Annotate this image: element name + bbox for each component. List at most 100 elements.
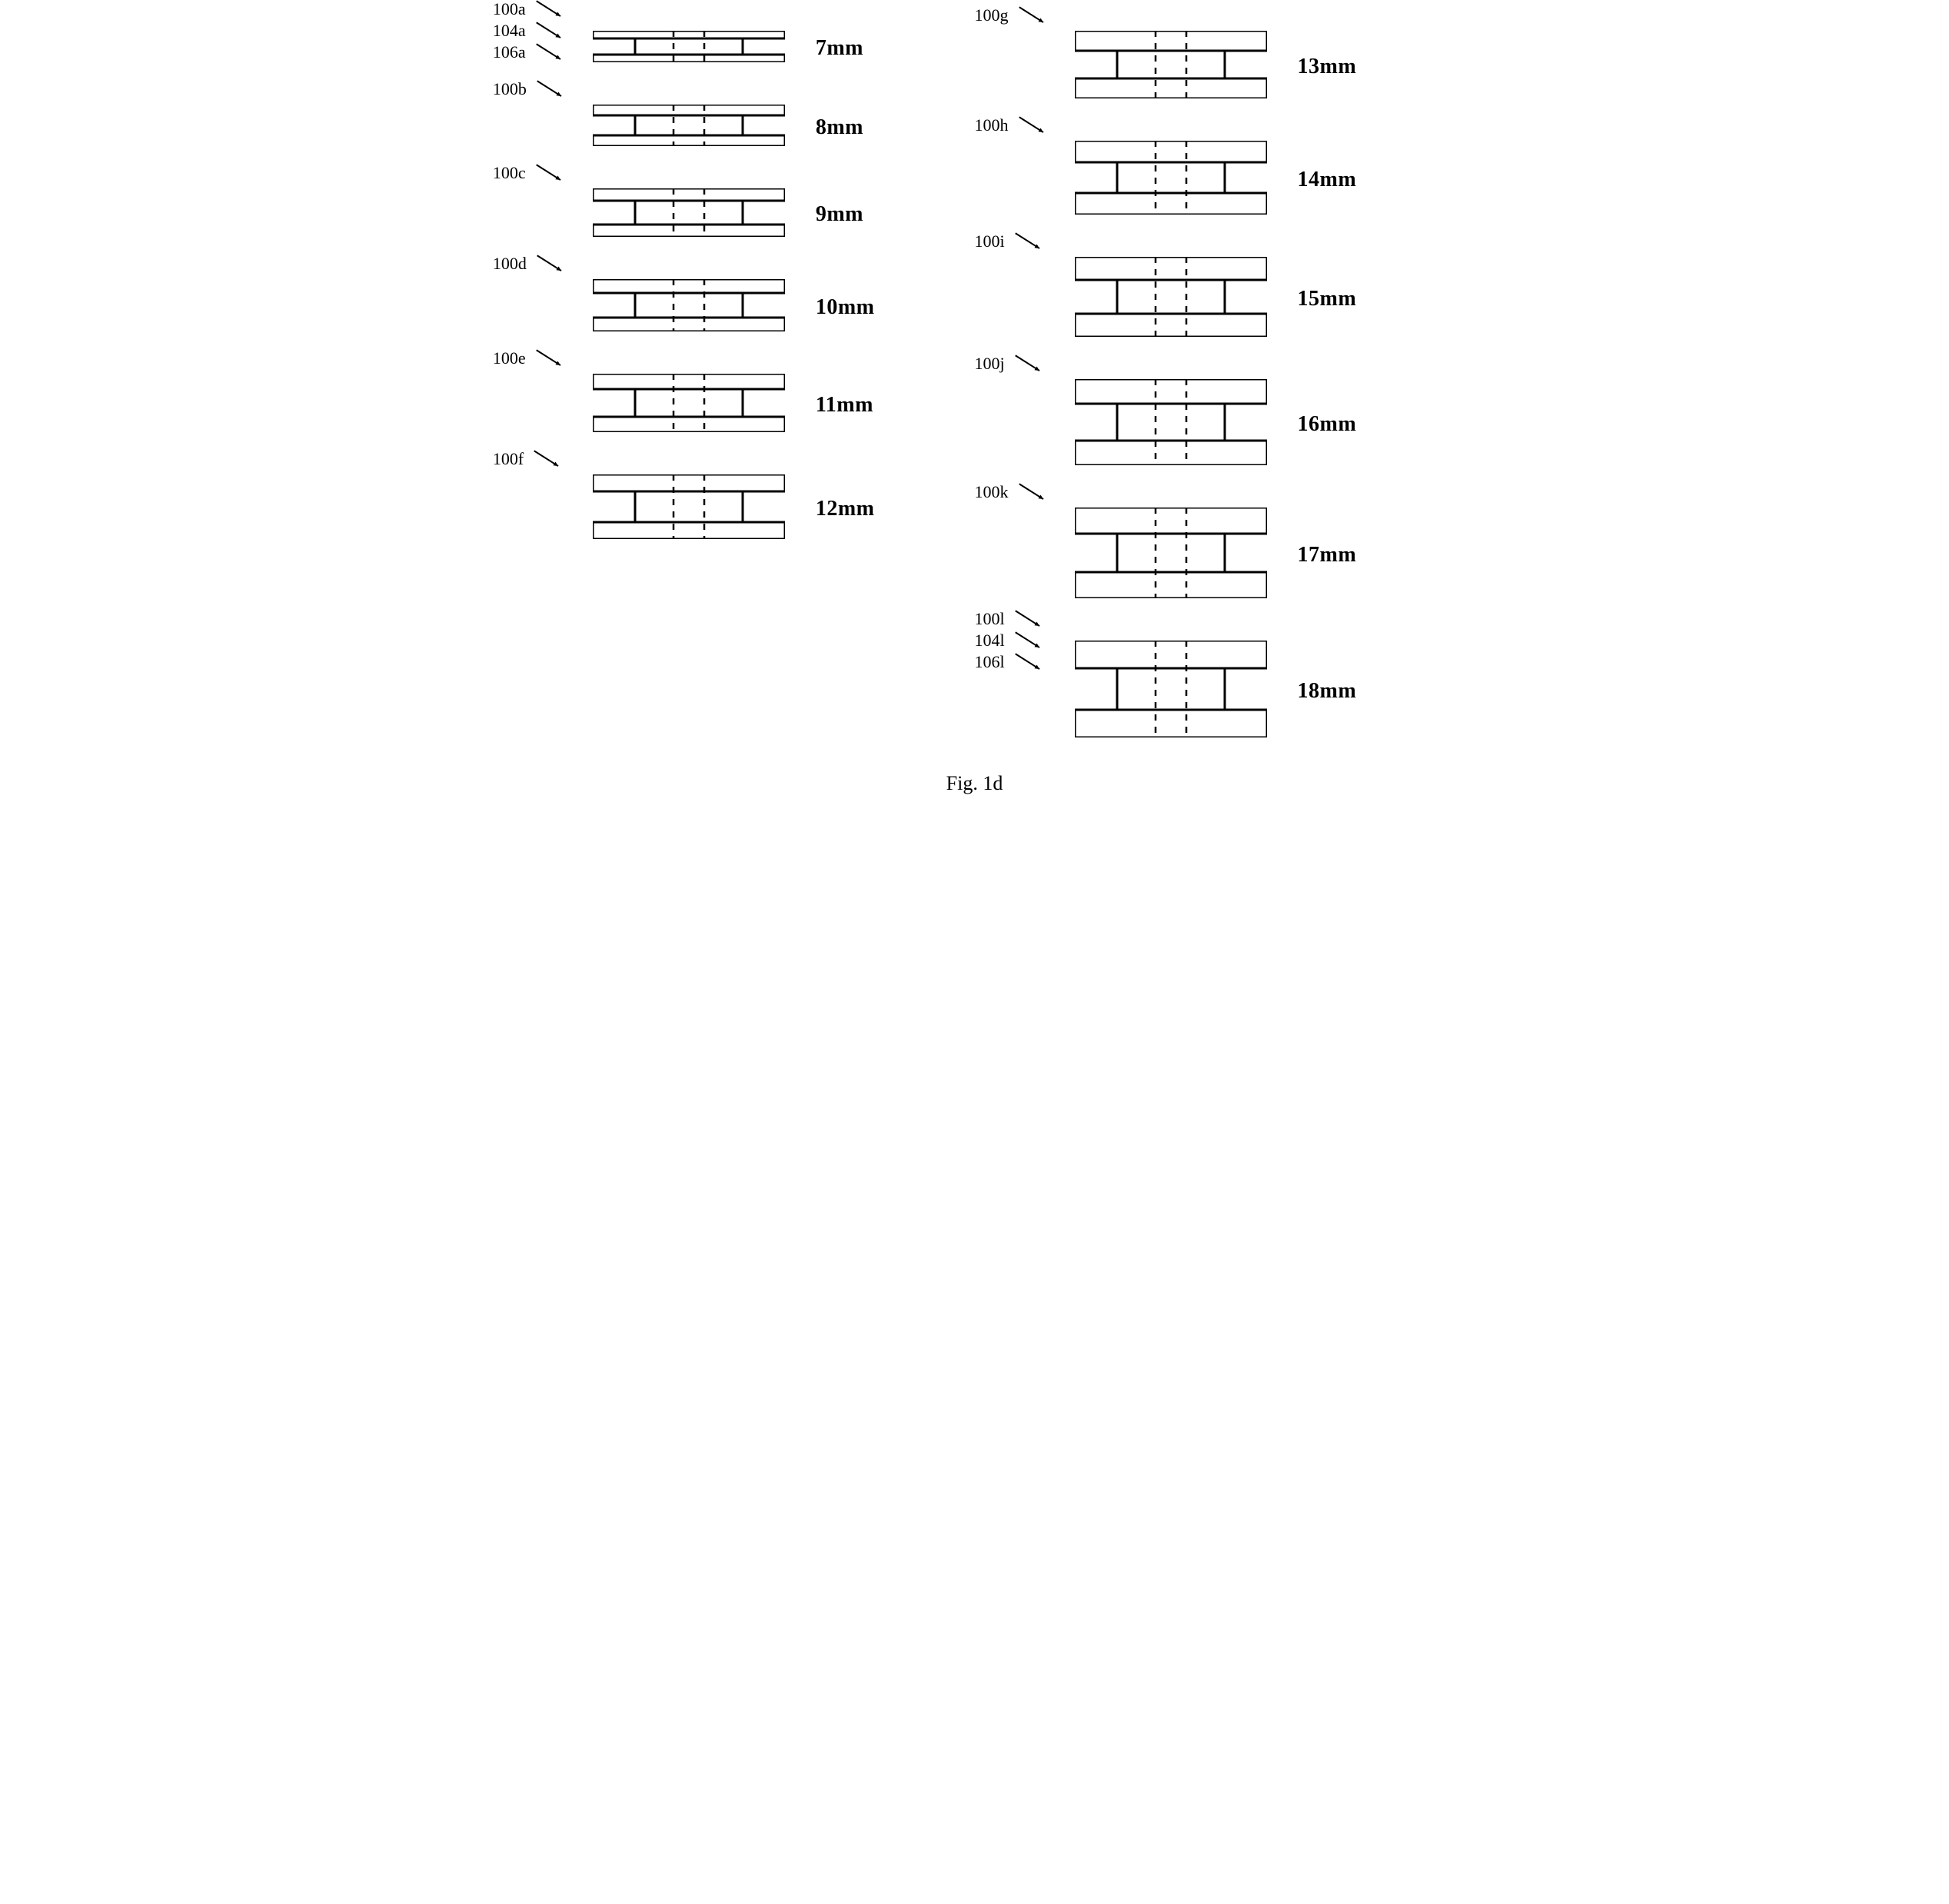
size-label: 14mm: [1298, 168, 1357, 192]
size-label: 11mm: [816, 393, 873, 418]
size-label: 17mm: [1298, 543, 1357, 568]
ref-label-group: 100g: [975, 5, 1052, 26]
ref-label-text: 104a: [493, 21, 526, 41]
ref-label: 100a: [493, 0, 569, 20]
implant-shape: [593, 188, 785, 241]
ref-label-text: 100c: [493, 163, 526, 183]
ref-label-group: 100h: [975, 115, 1052, 136]
ref-label-text: 100f: [493, 449, 524, 469]
size-label: 12mm: [816, 497, 875, 521]
figure-container: 100a104a106a7mm100b8mm100c9mm100d10mm100…: [31, 31, 1918, 795]
ref-label: 104a: [493, 20, 569, 42]
implant-item: 100i15mm: [1075, 257, 1357, 341]
arrow-icon: [1013, 115, 1052, 136]
ref-label-text: 100k: [975, 482, 1009, 502]
ref-label-text: 106a: [493, 42, 526, 62]
ref-label-text: 100b: [493, 79, 527, 99]
implant-item: 100j16mm: [1075, 379, 1357, 469]
implant-shape: [1075, 257, 1267, 341]
implant-item: 100d10mm: [593, 279, 875, 335]
size-label: 15mm: [1298, 287, 1357, 311]
arrow-icon: [1013, 5, 1052, 26]
size-label: 9mm: [816, 202, 863, 227]
arrow-icon: [530, 0, 569, 20]
size-label: 10mm: [816, 295, 875, 320]
ref-label-text: 100d: [493, 254, 527, 274]
ref-label-text: 100g: [975, 5, 1009, 25]
arrow-icon: [1009, 231, 1048, 252]
figure-caption: Fig. 1d: [946, 772, 1003, 795]
ref-label-text: 106l: [975, 652, 1005, 672]
ref-label: 106l: [975, 651, 1048, 673]
ref-label-text: 100l: [975, 609, 1005, 629]
ref-label: 100d: [493, 253, 570, 275]
arrow-icon: [531, 253, 570, 275]
arrow-icon: [530, 42, 569, 63]
ref-label-group: 100i: [975, 231, 1048, 252]
ref-label-text: 100j: [975, 354, 1005, 374]
ref-label-group: 100f: [493, 448, 567, 470]
ref-label-group: 100l104l106l: [975, 608, 1048, 673]
column-right: 100g13mm 100h14mm 100i15mm 100j16mm 100k17mm…: [1075, 31, 1357, 741]
implant-item: 100l104l106l18mm: [1075, 641, 1357, 741]
arrow-icon: [1009, 651, 1048, 673]
implant-item: 100c9mm: [593, 188, 875, 241]
arrow-icon: [528, 448, 567, 470]
ref-label-text: 100i: [975, 231, 1005, 251]
implant-shape: [1075, 508, 1267, 602]
implant-item: 100e11mm: [593, 374, 875, 436]
implant-shape: [1075, 31, 1267, 102]
ref-label-group: 100e: [493, 348, 569, 369]
arrow-icon: [531, 78, 570, 100]
ref-label-group: 100a 104a106a: [493, 0, 569, 63]
implant-shape: [1075, 141, 1267, 218]
ref-label: 100i: [975, 231, 1048, 252]
ref-label-group: 100d: [493, 253, 570, 275]
arrow-icon: [1013, 481, 1052, 503]
ref-label: 100c: [493, 162, 569, 184]
implant-shape: [1075, 379, 1267, 469]
implant-item: 100a104a106a7mm: [593, 31, 875, 66]
ref-label-group: 100c: [493, 162, 569, 184]
ref-label-text: 100a: [493, 0, 526, 19]
size-label: 18mm: [1298, 679, 1357, 704]
implant-item: 100b8mm: [593, 105, 875, 150]
column-left: 100a104a106a7mm 100b8mm 100c9mm 100d10mm 100…: [593, 31, 875, 741]
size-label: 7mm: [816, 36, 863, 61]
implant-shape: [593, 474, 785, 543]
ref-label: 104l: [975, 630, 1048, 651]
arrow-icon: [530, 348, 569, 369]
implant-item: 100h14mm: [1075, 141, 1357, 218]
ref-label: 106a: [493, 42, 569, 63]
arrow-icon: [530, 20, 569, 42]
ref-label-text: 104l: [975, 631, 1005, 651]
arrow-icon: [530, 162, 569, 184]
ref-label: 100k: [975, 481, 1052, 503]
implant-item: 100k17mm: [1075, 508, 1357, 602]
implant-item: 100f12mm: [593, 474, 875, 543]
ref-label: 100l: [975, 608, 1048, 630]
implant-shape: [593, 105, 785, 150]
columns-wrap: 100a104a106a7mm 100b8mm 100c9mm 100d10mm 100…: [593, 31, 1356, 741]
implant-shape: [1075, 641, 1267, 741]
ref-label-group: 100j: [975, 353, 1048, 374]
ref-label-text: 100h: [975, 115, 1009, 135]
size-label: 8mm: [816, 115, 863, 140]
arrow-icon: [1009, 608, 1048, 630]
implant-shape: [593, 374, 785, 436]
ref-label: 100h: [975, 115, 1052, 136]
size-label: 13mm: [1298, 55, 1357, 79]
implant-shape: [593, 279, 785, 335]
ref-label: 100f: [493, 448, 567, 470]
implant-shape: [593, 31, 785, 66]
ref-label-group: 100k: [975, 481, 1052, 503]
arrow-icon: [1009, 630, 1048, 651]
ref-label: 100g: [975, 5, 1052, 26]
ref-label: 100e: [493, 348, 569, 369]
ref-label-group: 100b: [493, 78, 570, 100]
implant-item: 100g13mm: [1075, 31, 1357, 102]
arrow-icon: [1009, 353, 1048, 374]
ref-label-text: 100e: [493, 348, 526, 368]
size-label: 16mm: [1298, 412, 1357, 437]
ref-label: 100j: [975, 353, 1048, 374]
